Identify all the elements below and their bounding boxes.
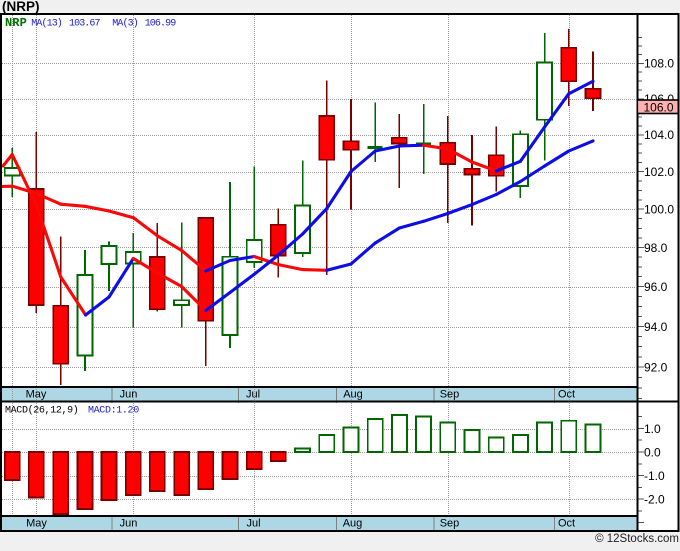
svg-text:MA(13): MA(13) [31, 18, 62, 30]
svg-text:1.0: 1.0 [644, 422, 661, 436]
svg-text:92.0: 92.0 [644, 361, 668, 375]
svg-text:103.67: 103.67 [69, 19, 101, 30]
svg-text:-1.0: -1.0 [644, 469, 665, 483]
svg-text:Oct: Oct [558, 389, 575, 401]
svg-text:Jul: Jul [246, 518, 260, 530]
svg-text:(NRP): (NRP) [2, 0, 40, 14]
svg-text:May: May [26, 389, 47, 401]
svg-text:-2.0: -2.0 [644, 492, 665, 506]
svg-text:Sep: Sep [440, 389, 460, 401]
svg-text:Jul: Jul [246, 389, 260, 401]
svg-text:MACD(26,12,9): MACD(26,12,9) [5, 405, 78, 417]
svg-text:Aug: Aug [343, 518, 363, 530]
svg-text:0.0: 0.0 [644, 445, 661, 459]
svg-text:NRP: NRP [5, 16, 27, 30]
svg-text:94.0: 94.0 [644, 320, 668, 334]
svg-text:MA(3): MA(3) [112, 18, 138, 30]
svg-text:100.0: 100.0 [644, 203, 674, 217]
svg-text:102.0: 102.0 [644, 165, 674, 179]
svg-text:MACD:1.20: MACD:1.20 [88, 406, 139, 417]
svg-text:May: May [26, 518, 47, 530]
svg-text:Sep: Sep [440, 518, 460, 530]
svg-text:Jun: Jun [120, 389, 138, 401]
svg-text:Aug: Aug [343, 389, 363, 401]
svg-text:108.0: 108.0 [644, 57, 674, 71]
svg-text:96.0: 96.0 [644, 280, 668, 294]
svg-text:104.0: 104.0 [644, 128, 674, 142]
svg-text:Jun: Jun [120, 518, 138, 530]
svg-text:98.0: 98.0 [644, 241, 668, 255]
svg-text:© 12Stocks.com: © 12Stocks.com [595, 533, 679, 545]
svg-text:106.0: 106.0 [644, 100, 674, 114]
svg-text:106.99: 106.99 [145, 19, 177, 30]
svg-text:Oct: Oct [558, 518, 575, 530]
